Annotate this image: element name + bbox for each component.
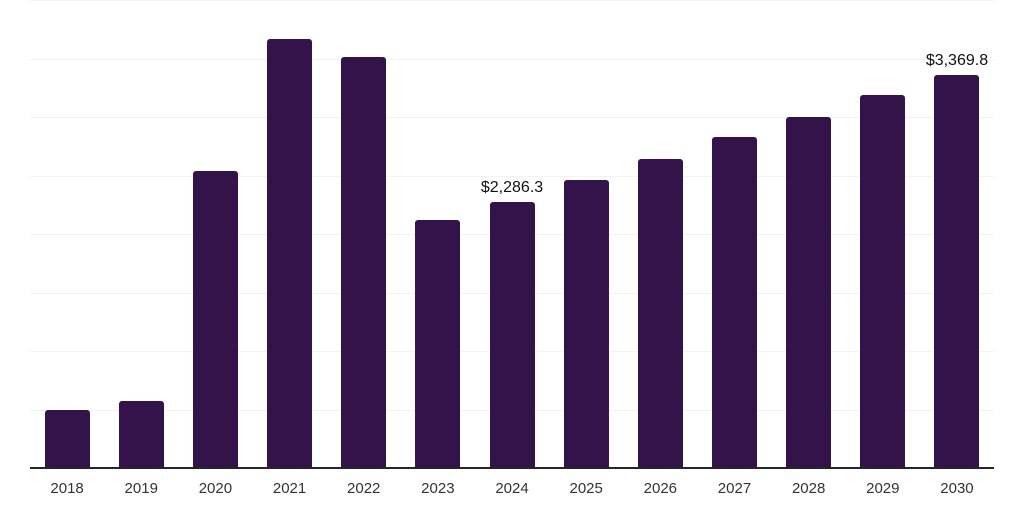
bar-slot-2027 [697, 1, 771, 469]
bar-slot-2024: $2,286.3 [475, 1, 549, 469]
bar-2028 [786, 116, 832, 469]
bar-slot-2029 [846, 1, 920, 469]
bar-slot-2022 [327, 1, 401, 469]
x-axis-tick-label-2026: 2026 [643, 480, 678, 497]
bar-2020 [192, 171, 238, 469]
bar-2019 [118, 401, 164, 469]
x-axis-tick-label-2022: 2022 [347, 480, 381, 497]
bar-2018 [44, 409, 90, 469]
bar-slot-2023 [401, 1, 475, 469]
bars-container: $2,286.3 $3,369.8 [30, 1, 994, 469]
bar-slot-2026 [623, 1, 697, 469]
x-axis-line [30, 467, 994, 469]
gridline [30, 175, 994, 177]
bar-2026 [637, 158, 683, 469]
x-axis-tick-label-2029: 2029 [866, 480, 900, 497]
bar-slot-2028 [772, 1, 846, 469]
bar-2023 [415, 220, 461, 469]
bar-2029 [860, 94, 906, 469]
bar-value-label-2030: $3,369.8 [925, 51, 989, 69]
bar-2021 [267, 39, 313, 469]
plot-area: $2,286.3 $3,369.8 [30, 0, 994, 469]
x-axis-tick-label-2028: 2028 [791, 480, 826, 497]
x-axis-tick-label-2030: 2030 [940, 480, 974, 497]
bar-2024: $2,286.3 [481, 179, 543, 469]
bar-slot-2021 [252, 1, 326, 469]
bar-slot-2018 [30, 1, 104, 469]
x-axis-tick-labels: 2018 2019 2020 2021 2022 2023 2024 2025 2026 2027… [30, 479, 994, 499]
bar-2030: $3,369.8 [926, 52, 988, 469]
gridline [30, 0, 994, 1]
bar-slot-2030: $3,369.8 [920, 1, 994, 469]
x-axis-tick-label-2023: 2023 [421, 480, 455, 497]
bar-slot-2020 [178, 1, 252, 469]
x-axis-tick-label-2018: 2018 [50, 480, 84, 497]
x-axis-tick-label-2020: 2020 [198, 480, 233, 497]
x-axis-tick-label-2024: 2024 [495, 480, 529, 497]
bar-2027 [711, 137, 757, 469]
gridline [30, 117, 994, 118]
x-axis-tick-label-2021: 2021 [272, 480, 307, 497]
bar-slot-2019 [104, 1, 178, 469]
bar-slot-2025 [549, 1, 623, 469]
x-axis-tick-label-2025: 2025 [569, 480, 603, 497]
bar-value-label-2024: $2,286.3 [480, 178, 544, 196]
bar-2025 [563, 180, 609, 469]
bar-2022 [341, 57, 387, 469]
gridline [30, 58, 994, 60]
x-axis-tick-label-2019: 2019 [124, 480, 158, 497]
x-axis-tick-label-2027: 2027 [717, 480, 752, 497]
